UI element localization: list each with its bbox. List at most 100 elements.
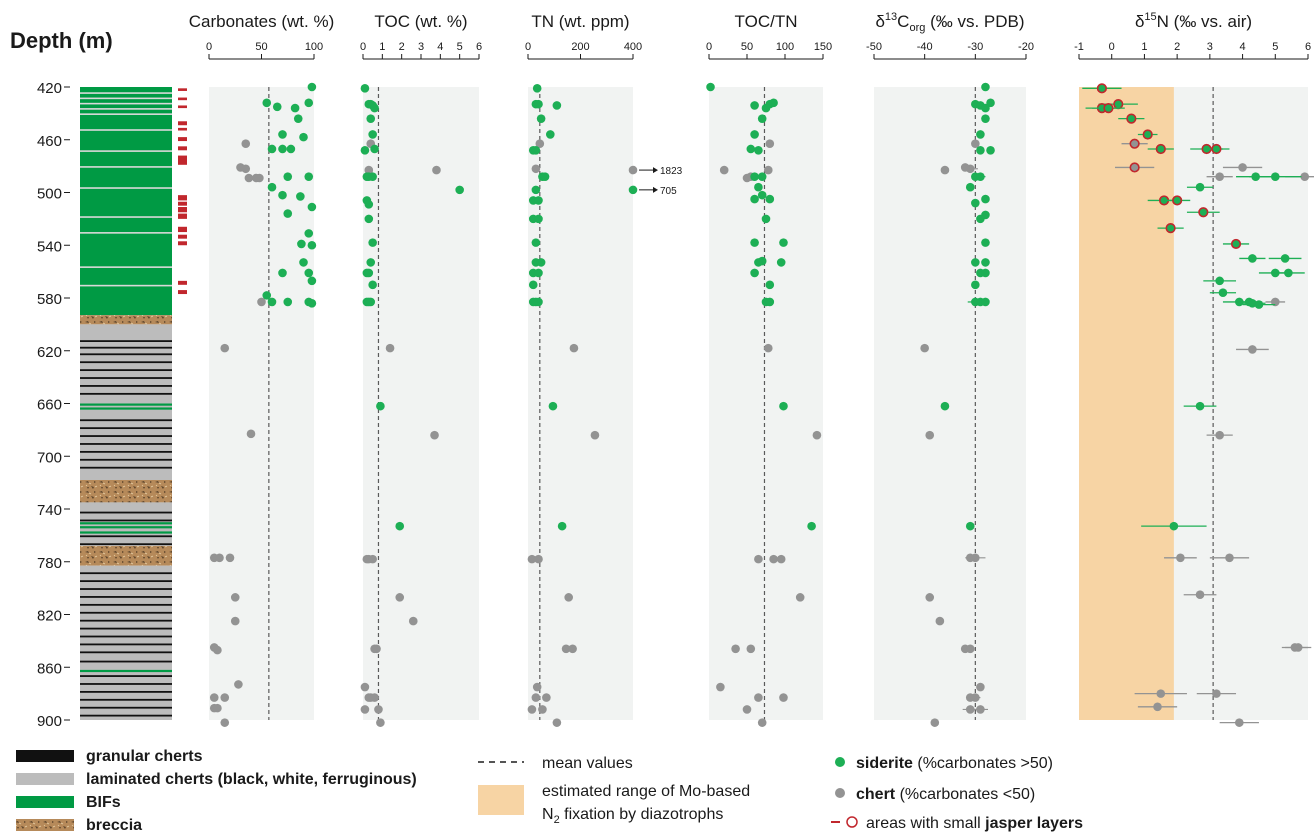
siderite-point: [981, 194, 990, 204]
siderite-point: [283, 209, 293, 218]
siderite-point: [307, 202, 317, 212]
chert-point: [568, 644, 577, 654]
jasper-layer-mark: [178, 146, 187, 151]
siderite-point: [307, 298, 317, 308]
chert-point: [527, 554, 537, 564]
siderite-point: [307, 240, 317, 250]
siderite-point: [746, 144, 756, 154]
chert-point: [628, 165, 638, 175]
lithology-band-laminated: [80, 108, 172, 110]
x-tick-label: 0: [360, 41, 366, 53]
legend: granular cherts laminated cherts (black,…: [16, 748, 1083, 834]
siderite-point: [971, 297, 980, 307]
chert-point: [542, 693, 551, 702]
lithology-band-granular: [80, 660, 172, 663]
chert-point: [754, 554, 763, 564]
panel-title: δ13Corg (‰ vs. PDB): [875, 11, 1024, 34]
jasper-layer-mark: [178, 97, 187, 101]
lithology-band-granular: [80, 535, 172, 538]
jasper-layer-mark: [178, 121, 187, 126]
chert-point: [965, 644, 975, 654]
siderite-point: [750, 268, 759, 278]
chert-point: [534, 554, 543, 564]
legend-swatch-chert: [835, 788, 845, 798]
siderite-point: [296, 192, 305, 201]
lithology-band-granular: [80, 643, 172, 646]
siderite-point: [754, 258, 763, 267]
lithology-band-granular: [80, 361, 172, 364]
depth-tick-label: 660: [37, 397, 62, 414]
x-tick-label: -20: [1018, 41, 1034, 53]
siderite-point: [976, 214, 985, 224]
depth-tick-label: 860: [37, 660, 62, 677]
chert-point: [1248, 345, 1257, 354]
x-tick-label: -50: [866, 41, 882, 53]
x-tick-label: 3: [1207, 41, 1213, 53]
chert-point: [754, 693, 763, 702]
chert-point: [255, 173, 264, 183]
siderite-point: [750, 238, 759, 247]
chert-point: [971, 139, 980, 149]
lithology-band-bif: [80, 522, 172, 525]
x-tick-label: 3: [418, 41, 424, 53]
lithology-band-bif: [80, 669, 172, 673]
lithology-band-granular: [80, 651, 172, 654]
siderite-point: [304, 268, 314, 278]
x-tick-label: 6: [1305, 41, 1311, 53]
x-tick-label: 6: [476, 41, 482, 53]
siderite-point: [971, 198, 980, 208]
x-tick-label: 150: [814, 41, 832, 53]
siderite-point: [364, 200, 374, 209]
jasper-layer-mark: [178, 280, 187, 285]
jasper-layer-mark: [178, 201, 187, 206]
x-tick-label: 100: [305, 41, 323, 53]
chert-point: [561, 644, 571, 654]
depth-tick-label: 780: [37, 555, 62, 572]
siderite-point: [1113, 99, 1124, 110]
lithology-band-granular: [80, 603, 172, 606]
jasper-layer-mark: [178, 290, 187, 295]
depth-tick-label: 580: [37, 291, 62, 308]
chert-point: [220, 718, 230, 727]
siderite-point: [299, 258, 308, 267]
chert-point: [408, 616, 418, 626]
lithology-band-bif: [80, 224, 172, 227]
lithology-band-bif: [80, 291, 172, 294]
chert-point: [812, 430, 822, 440]
lithology-band-laminated: [80, 232, 172, 234]
depth-tick-label: 500: [37, 186, 62, 203]
legend-label-granular: granular cherts: [86, 748, 203, 765]
siderite-point: [364, 214, 374, 224]
siderite-point: [1195, 182, 1205, 192]
siderite-point: [278, 190, 287, 200]
siderite-point: [548, 401, 558, 411]
jasper-layer-mark: [178, 241, 187, 246]
chert-point: [230, 616, 240, 626]
chert-point: [1238, 163, 1247, 172]
siderite-point: [769, 98, 778, 108]
lithology-band-granular: [80, 572, 172, 575]
depth-axis-label: Depth (m): [10, 28, 113, 53]
lithology-band-laminated: [80, 97, 172, 100]
siderite-point: [304, 229, 314, 238]
legend-label-jasper: areas with small jasper layers: [866, 815, 1083, 832]
legend-swatch-laminated: [16, 773, 74, 785]
siderite-point: [299, 132, 308, 142]
chert-point: [246, 429, 256, 439]
chert-point: [765, 139, 775, 149]
siderite-point: [1248, 254, 1257, 263]
siderite-point: [1155, 143, 1166, 155]
panel-background: [528, 87, 633, 720]
offscale-label: 1823: [660, 166, 683, 177]
lithology-band-bif: [80, 176, 172, 179]
panel-d13c: -50 -40 -30 -20 δ13Corg (‰ vs. PDB): [866, 11, 1034, 727]
lithology-band-granular: [80, 543, 172, 546]
panel-background: [209, 87, 314, 720]
lithology-band-granular: [80, 369, 172, 372]
siderite-point: [1248, 298, 1257, 308]
x-tick-label: 50: [741, 41, 753, 53]
siderite-point: [272, 102, 282, 112]
chert-point: [763, 343, 773, 353]
siderite-point: [750, 101, 759, 110]
chert-point: [1290, 643, 1300, 652]
